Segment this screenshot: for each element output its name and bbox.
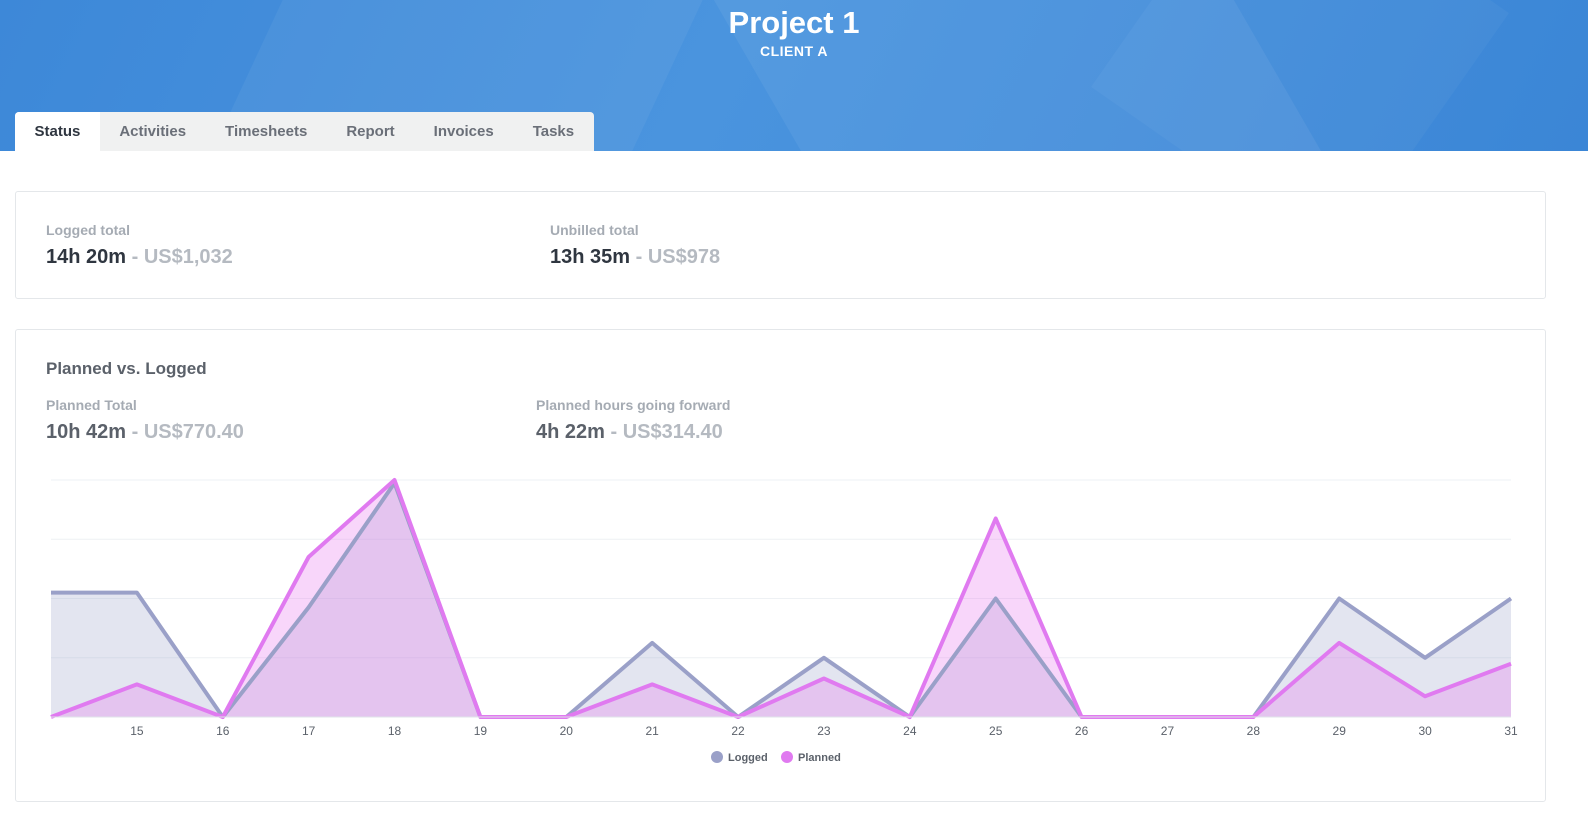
x-tick-label: 22 [731,724,745,738]
tab-timesheets[interactable]: Timesheets [225,123,308,140]
logged-total-value: 14h 20m - US$1,032 [46,246,233,269]
project-header: Project 1 CLIENT A Status Activities Tim… [0,0,1588,151]
unbilled-total-label: Unbilled total [550,222,639,238]
x-tick-label: 24 [903,724,917,738]
x-tick-label: 19 [474,724,488,738]
client-name: CLIENT A [759,43,829,59]
x-tick-label: 20 [560,724,574,738]
tab-invoices[interactable]: Invoices [433,123,494,140]
planned-total-hours: 10h 42m [46,421,127,443]
going-forward-value: 4h 22m - US$314.40 [536,421,730,444]
series-line-logged [51,481,1513,719]
planned-vs-logged-chart: 15 16 17 18 19 20 21 22 23 24 25 26 27 28 29 30 31 Logged… [50,478,1518,764]
planned-total-amount: - US$770.40 [131,421,244,443]
x-tick-label: 15 [130,724,144,738]
unbilled-total-hours: 13h 35m [550,246,631,268]
x-tick-label: 21 [645,724,659,738]
unbilled-total-amount: - US$978 [635,246,721,268]
tab-status[interactable]: Status [15,112,100,151]
legend-label-logged: Logged [728,752,768,764]
logged-total-hours: 14h 20m [46,246,127,268]
x-tick-label: 30 [1418,724,1432,738]
x-tick-label: 31 [1504,724,1518,738]
x-tick-label: 25 [989,724,1003,738]
tab-report[interactable]: Report [346,123,395,140]
x-tick-label: 26 [1075,724,1089,738]
totals-card: Logged total 14h 20m - US$1,032 Unbilled… [15,191,1546,299]
going-forward-label: Planned hours going forward [536,397,731,413]
planned-total-label: Planned Total [46,397,137,413]
tab-activities[interactable]: Activities [119,123,187,140]
planned-total-value: 10h 42m - US$770.40 [46,421,244,444]
x-tick-label: 28 [1247,724,1261,738]
planned-total-stat: Planned Total 10h 42m - US$770.40 [46,397,244,444]
legend-swatch-logged [711,751,723,763]
series-area-planned [51,480,1511,717]
unbilled-total-stat: Unbilled total 13h 35m - US$978 [550,222,720,269]
x-tick-label: 23 [817,724,831,738]
project-tabs: Status Activities Timesheets Report Invo… [15,112,594,151]
going-forward-stat: Planned hours going forward 4h 22m - US$… [536,397,730,444]
x-tick-label: 17 [302,724,316,738]
planned-vs-logged-card: 15 16 17 18 19 20 21 22 23 24 25 26 27 28 29 30 31 Logged… [15,329,1546,802]
section-title: Planned vs. Logged [46,359,207,378]
project-title: Project 1 [728,5,860,40]
going-forward-amount: - US$314.40 [610,421,723,443]
x-tick-label: 18 [388,724,402,738]
legend-swatch-planned [781,751,793,763]
x-tick-label: 27 [1161,724,1175,738]
legend-label-planned: Planned [798,752,841,764]
unbilled-total-value: 13h 35m - US$978 [550,246,720,269]
series-line-planned [50,478,1512,719]
x-tick-label: 29 [1333,724,1347,738]
going-forward-hours: 4h 22m [536,421,605,443]
x-tick-label: 16 [216,724,230,738]
logged-total-stat: Logged total 14h 20m - US$1,032 [46,222,233,269]
logged-total-amount: - US$1,032 [131,246,233,268]
series-area-logged [51,483,1511,717]
logged-total-label: Logged total [46,222,130,238]
tab-tasks[interactable]: Tasks [532,123,575,140]
